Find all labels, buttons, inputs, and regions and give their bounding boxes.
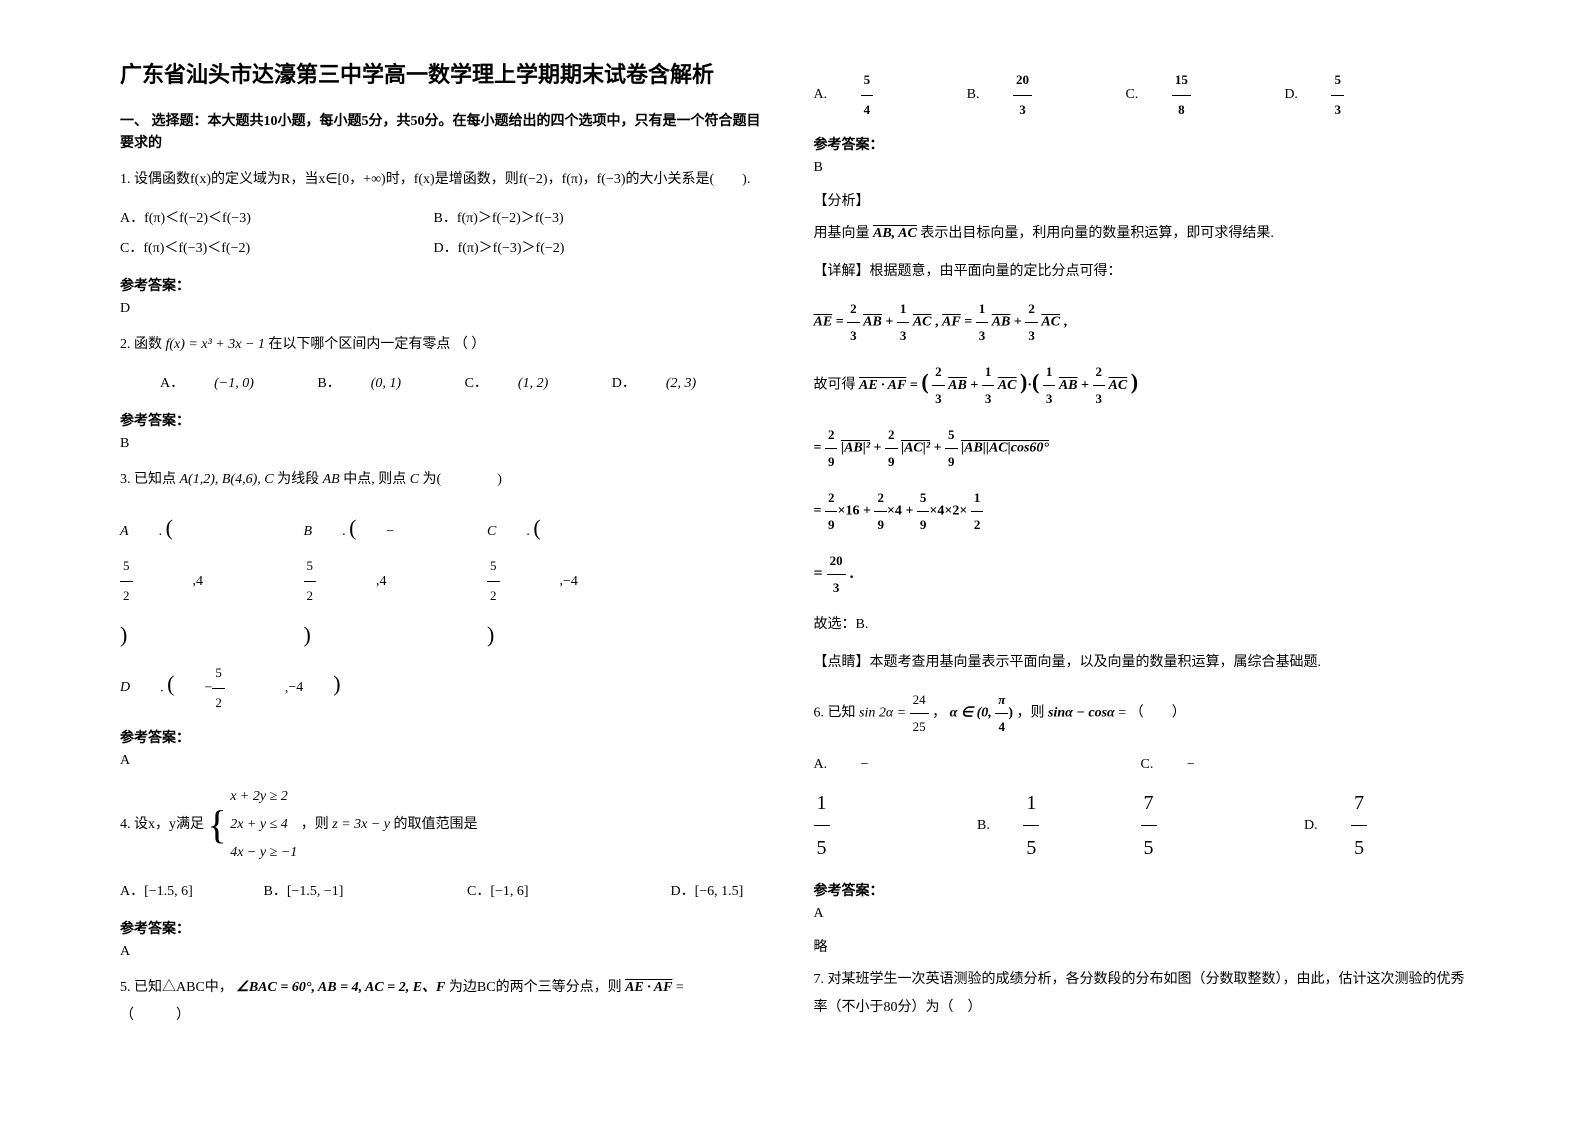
q2-suffix: 在以下哪个区间内一定有零点 （ ） [268, 337, 485, 352]
q5-analysis: 用基向量 AB, AC 表示出目标向量，利用向量的数量积运算，即可求得结果. [814, 220, 1468, 248]
q4-mid: ，则 [301, 817, 329, 832]
q6-optA: A. −15 [814, 750, 944, 870]
question-7: 7. 对某班学生一次英语测验的成绩分析，各分数段的分布如图（分数取整数），由此，… [814, 966, 1468, 1022]
q3-mid: 为线段 [277, 472, 319, 487]
q3-seg: AB [323, 472, 340, 487]
question-1: 1. 设偶函数f(x)的定义域为R，当x∈[0，+∞)时，f(x)是增函数，则f… [120, 166, 774, 194]
answer-label: 参考答案： [814, 880, 1468, 900]
q4-answer: A [120, 944, 774, 960]
question-3: 3. 已知点 A(1,2), B(4,6), C 为线段 AB 中点, 则点 C… [120, 466, 774, 494]
q4-z: z = 3x − y [332, 817, 390, 832]
q5-mid: 为边BC的两个三等分点，则 [449, 980, 622, 995]
q5-end: = [676, 980, 684, 995]
q5-optA: A. 54 [814, 66, 934, 124]
answer-label: 参考答案： [120, 727, 774, 747]
q5-optC: C. 158 [1125, 66, 1250, 124]
answer-label: 参考答案： [120, 275, 774, 295]
q5-options: A. 54 B. 203 C. 158 D. 53 [814, 66, 1468, 124]
q5-formula-4: = 29×16 + 29×4 + 59×4×2× 12 [814, 485, 1468, 538]
q3-c: C [410, 472, 419, 487]
q6-options: A. −15 B. 15 C. −75 D. 75 [814, 750, 1468, 870]
q2-optD: D．(2, 3) [612, 369, 726, 400]
question-4: 4. 设x，y满足 { x + 2y ≥ 2 2x + y ≤ 4 4x − y… [120, 783, 774, 867]
q5-optB: B. 203 [967, 66, 1092, 124]
q2-options: A．(−1, 0) B．(0, 1) C．(1, 2) D．(2, 3) [120, 369, 774, 400]
q5-formula-5: = 203 . [814, 548, 1468, 601]
q1-options: A．f(π)＜f(−2)＜f(−3) B．f(π)＞f(−2)＞f(−3) C．… [120, 204, 774, 266]
answer-label: 参考答案： [120, 410, 774, 430]
right-column: A. 54 B. 203 C. 158 D. 53 参考答案： B 【分析】 用… [794, 60, 1488, 1062]
question-5: 5. 已知△ABC中， ∠BAC = 60°, AB = 4, AC = 2, … [120, 974, 774, 1030]
q4-constraints: x + 2y ≥ 2 2x + y ≤ 4 4x − y ≥ −1 [230, 783, 297, 867]
q5-analysis-label: 【分析】 [814, 190, 1468, 210]
question-6: 6. 已知 sin 2α = 2425 ， α ∈ (0, π4) ，则 sin… [814, 687, 1468, 740]
q5-formula-1: AE = 23 AB + 13 AC , AF = 13 AB + 23 AC … [814, 296, 1468, 349]
q1-answer: D [120, 301, 774, 317]
question-2: 2. 函数 f(x) = x³ + 3x − 1 在以下哪个区间内一定有零点 （… [120, 331, 774, 359]
q3-optA: A. (52,4) [120, 504, 270, 659]
q1-optC: C．f(π)＜f(−3)＜f(−2) [120, 234, 400, 265]
q5-cond: ∠BAC = 60°, AB = 4, AC = 2, E、F [236, 980, 445, 995]
q3-prefix: 3. 已知点 [120, 472, 176, 487]
q5-expr: AE · AF [625, 980, 672, 995]
q3-answer: A [120, 753, 774, 769]
q5-optD: D. 53 [1284, 66, 1404, 124]
brace-icon: { [208, 785, 227, 865]
answer-label: 参考答案： [120, 918, 774, 938]
q5-conclusion: 故选：B. [814, 611, 1468, 639]
q1-optB: B．f(π)＞f(−2)＞f(−3) [434, 204, 564, 235]
q5-comment: 【点睛】本题考查用基向量表示平面向量，以及向量的数量积运算，属综合基础题. [814, 649, 1468, 677]
q6-optD: D. 75 [1304, 781, 1427, 870]
q5-answer: B [814, 160, 1468, 176]
q5-paren: （ ） [120, 1008, 190, 1023]
q3-optD: D. (−52,−4) [120, 659, 371, 717]
q3-points: A(1,2), B(4,6), C [180, 472, 274, 487]
q2-prefix: 2. 函数 [120, 337, 162, 352]
q4-options: A．[−1.5, 6] B．[−1.5, −1] C．[−1, 6] D．[−6… [120, 877, 774, 908]
left-column: 广东省汕头市达濠第三中学高一数学理上学期期末试卷含解析 一、 选择题：本大题共1… [100, 60, 794, 1062]
q4-optD: D．[−6, 1.5] [671, 877, 744, 908]
q2-func: f(x) = x³ + 3x − 1 [166, 337, 265, 352]
q1-optA: A．f(π)＜f(−2)＜f(−3) [120, 204, 400, 235]
q3-suffix: 中点, 则点 [343, 472, 406, 487]
q3-optC: C. (52,−4) [487, 504, 637, 659]
q4-suffix: 的取值范围是 [394, 817, 478, 832]
section-header: 一、 选择题：本大题共10小题，每小题5分，共50分。在每小题给出的四个选项中，… [120, 111, 774, 156]
q5-prefix: 5. 已知△ABC中， [120, 980, 233, 995]
q2-optB: B．(0, 1) [317, 369, 431, 400]
q2-answer: B [120, 436, 774, 452]
q1-optD: D．f(π)＞f(−3)＞f(−2) [434, 234, 565, 265]
q1-text: 1. 设偶函数f(x)的定义域为R，当x∈[0，+∞)时，f(x)是增函数，则f… [120, 172, 750, 187]
q6-brief: 略 [814, 936, 1468, 956]
q2-optA: A．(−1, 0) [160, 369, 284, 400]
document-title: 广东省汕头市达濠第三中学高一数学理上学期期末试卷含解析 [120, 60, 774, 91]
q4-optA: A．[−1.5, 6] [120, 877, 230, 908]
q5-formula-3: = 29 |AB|² + 29 |AC|² + 59 |AB||AC|cos60… [814, 422, 1468, 475]
q2-optC: C．(1, 2) [465, 369, 579, 400]
q3-end: 为( ) [423, 472, 502, 487]
q3-options: A. (52,4) B. (−52,4) C. (52,−4) D. (−52,… [120, 504, 774, 717]
q4-optC: C．[−1, 6] [467, 877, 637, 908]
q6-answer: A [814, 906, 1468, 922]
q6-optB: B. 15 [977, 781, 1107, 870]
answer-label: 参考答案： [814, 134, 1468, 154]
q5-formula-2: 故可得 AE · AF = ( 23 AB + 13 AC )·( 13 AB … [814, 359, 1468, 412]
q3-optB: B. (−52,4) [304, 504, 454, 659]
q4-prefix: 4. 设x，y满足 [120, 817, 204, 832]
q6-optC: C. −75 [1141, 750, 1271, 870]
q4-optB: B．[−1.5, −1] [264, 877, 434, 908]
q5-detail-label: 【详解】根据题意，由平面向量的定比分点可得： [814, 258, 1468, 286]
